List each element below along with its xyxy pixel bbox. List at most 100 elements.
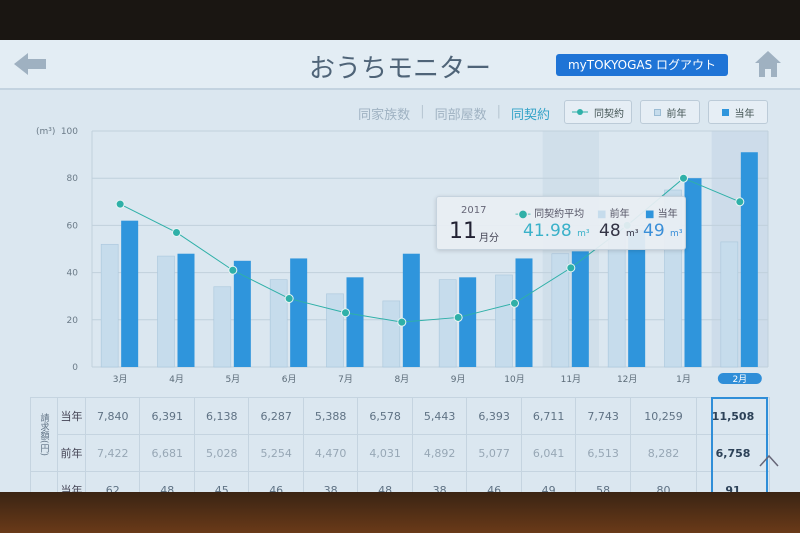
table-cell: 8,282 bbox=[629, 434, 698, 472]
x-tick-label: 11月 bbox=[561, 374, 581, 385]
tooltip-prev-value: 48 m³ bbox=[599, 221, 639, 241]
row-label: 当年 bbox=[57, 471, 86, 492]
table-cell: 48 bbox=[139, 471, 195, 492]
table-cell: 62 bbox=[84, 471, 141, 492]
group-label bbox=[30, 471, 58, 492]
average-point bbox=[453, 312, 463, 322]
x-tick-label: 10月 bbox=[504, 374, 524, 385]
table-cell: 4,470 bbox=[302, 434, 359, 472]
legend-toggle-average[interactable]: 同契約 bbox=[564, 100, 632, 124]
bar-previous bbox=[100, 243, 119, 368]
bar-previous bbox=[551, 253, 570, 368]
row-label: 当年 bbox=[57, 397, 86, 435]
tooltip-avg-value: 41.98 m³ bbox=[523, 221, 590, 241]
filter-same-family[interactable]: 同家族数 bbox=[358, 108, 411, 123]
selected-column bbox=[711, 131, 768, 367]
x-tick-label: 5月 bbox=[225, 374, 240, 385]
bar-current bbox=[290, 258, 308, 367]
line-dot-icon bbox=[572, 109, 588, 115]
average-point bbox=[679, 173, 688, 183]
logout-button[interactable]: myTOKYOGAS ログアウト bbox=[556, 54, 728, 76]
table-cell: 6,711 bbox=[520, 397, 577, 435]
table-cell: 5,254 bbox=[248, 434, 304, 472]
square-icon bbox=[721, 108, 729, 116]
bar-current bbox=[402, 253, 420, 367]
bar-previous bbox=[213, 286, 232, 368]
table-cell: 6,287 bbox=[248, 397, 304, 435]
bar-current bbox=[684, 178, 702, 367]
average-point bbox=[510, 298, 519, 308]
x-tick-label: 1月 bbox=[676, 374, 691, 385]
tooltip-month: 11 bbox=[449, 219, 477, 244]
row-label: 前年 bbox=[57, 434, 86, 472]
table-cell: 49 bbox=[520, 471, 577, 492]
selected-month-pill bbox=[717, 373, 762, 384]
tooltip-prev-label: ■ 前年 bbox=[597, 209, 630, 220]
average-point bbox=[172, 227, 181, 237]
tooltip-month-suffix: 月分 bbox=[479, 233, 499, 244]
table-cell: 5,443 bbox=[411, 397, 468, 435]
table-cell: 11,508 bbox=[696, 397, 770, 435]
table-cell: 38 bbox=[411, 471, 468, 492]
square-icon bbox=[653, 108, 661, 116]
chevron-up-icon[interactable] bbox=[758, 452, 780, 468]
legend-toggle-current[interactable]: 当年 bbox=[708, 100, 768, 124]
y-tick-label: 60 bbox=[67, 221, 79, 231]
tooltip-year: 2017 bbox=[461, 205, 487, 216]
average-point bbox=[341, 308, 350, 318]
tooltip-curr-label: ■ 当年 bbox=[645, 209, 678, 220]
arrow-left-icon[interactable] bbox=[14, 52, 48, 76]
legend-label: 同契約 bbox=[594, 108, 624, 120]
bar-current bbox=[515, 258, 533, 367]
group-label: 請求額(円) bbox=[30, 397, 58, 472]
average-point bbox=[397, 317, 407, 327]
tooltip-curr-value: 49 m³ bbox=[643, 221, 683, 241]
filter-same-rooms[interactable]: 同部屋数 bbox=[434, 108, 487, 123]
table-cell: 6,041 bbox=[520, 434, 577, 472]
tooltip: 2017 11 月分 -●- 同契約平均 ■ 前年 ■ 当年 41.98 m³ … bbox=[436, 196, 686, 250]
x-tick-label: 7月 bbox=[338, 374, 353, 385]
bar-current bbox=[346, 277, 364, 367]
table-cell: 46 bbox=[466, 471, 522, 492]
legend-toggle-previous[interactable]: 前年 bbox=[640, 100, 700, 124]
x-tick-label: 9月 bbox=[451, 374, 466, 385]
home-icon[interactable] bbox=[754, 50, 782, 78]
y-axis-unit: (m³) bbox=[36, 127, 55, 137]
table-cell: 6,138 bbox=[193, 397, 250, 435]
table-cell: 6,681 bbox=[139, 434, 195, 472]
table-row: 当年 62 48 45 46 38 48 38 46 49 58 80 91 bbox=[30, 471, 770, 492]
table-cell: 6,393 bbox=[466, 397, 522, 435]
table-cell: 7,422 bbox=[84, 434, 141, 472]
bar-current bbox=[121, 220, 139, 367]
usage-chart: 0 20 40 60 80 100 (m³) 3月 4月 5月 6月 7月 8月 9月 10月 11月 12月 1… bbox=[36, 127, 769, 385]
x-tick-label: 4月 bbox=[169, 374, 184, 385]
table-row: 前年 7,422 6,681 5,028 5,254 4,470 4,031 4,892 5,0… bbox=[31, 434, 770, 472]
x-tick-label: 3月 bbox=[113, 374, 128, 385]
legend-label: 前年 bbox=[666, 108, 687, 120]
table-cell: 7,840 bbox=[84, 397, 141, 435]
divider: | bbox=[420, 104, 425, 119]
bar-current bbox=[628, 230, 646, 367]
x-tick-label: 2月 bbox=[732, 374, 747, 385]
filter-same-contract[interactable]: 同契約 bbox=[510, 108, 550, 123]
x-tick-label: 6月 bbox=[282, 374, 297, 385]
x-tick-label: 8月 bbox=[394, 374, 409, 385]
device-frame bbox=[0, 492, 800, 533]
table-cell: 38 bbox=[302, 471, 359, 492]
bar-previous bbox=[720, 241, 739, 368]
y-tick-label: 100 bbox=[61, 127, 78, 137]
table-cell: 5,388 bbox=[302, 397, 359, 435]
comparison-filter: 同家族数 | 同部屋数 | 同契約 bbox=[358, 104, 550, 123]
table-cell: 6,513 bbox=[575, 434, 631, 472]
table-cell: 10,259 bbox=[629, 397, 698, 435]
bar-previous bbox=[382, 300, 401, 368]
table-cell: 7,743 bbox=[575, 397, 631, 435]
average-point bbox=[735, 197, 745, 207]
billing-table: 請求額(円) 当年 7,840 6,391 6,138 6,287 5,388 6,578 5,… bbox=[30, 397, 770, 492]
bar-previous bbox=[326, 293, 344, 368]
bar-current bbox=[740, 152, 758, 367]
y-tick-label: 20 bbox=[67, 316, 79, 326]
table-row: 請求額(円) 当年 7,840 6,391 6,138 6,287 5,388 6,578 5,… bbox=[30, 397, 770, 472]
bar-previous bbox=[438, 279, 457, 368]
table-cell: 91 bbox=[696, 471, 770, 492]
